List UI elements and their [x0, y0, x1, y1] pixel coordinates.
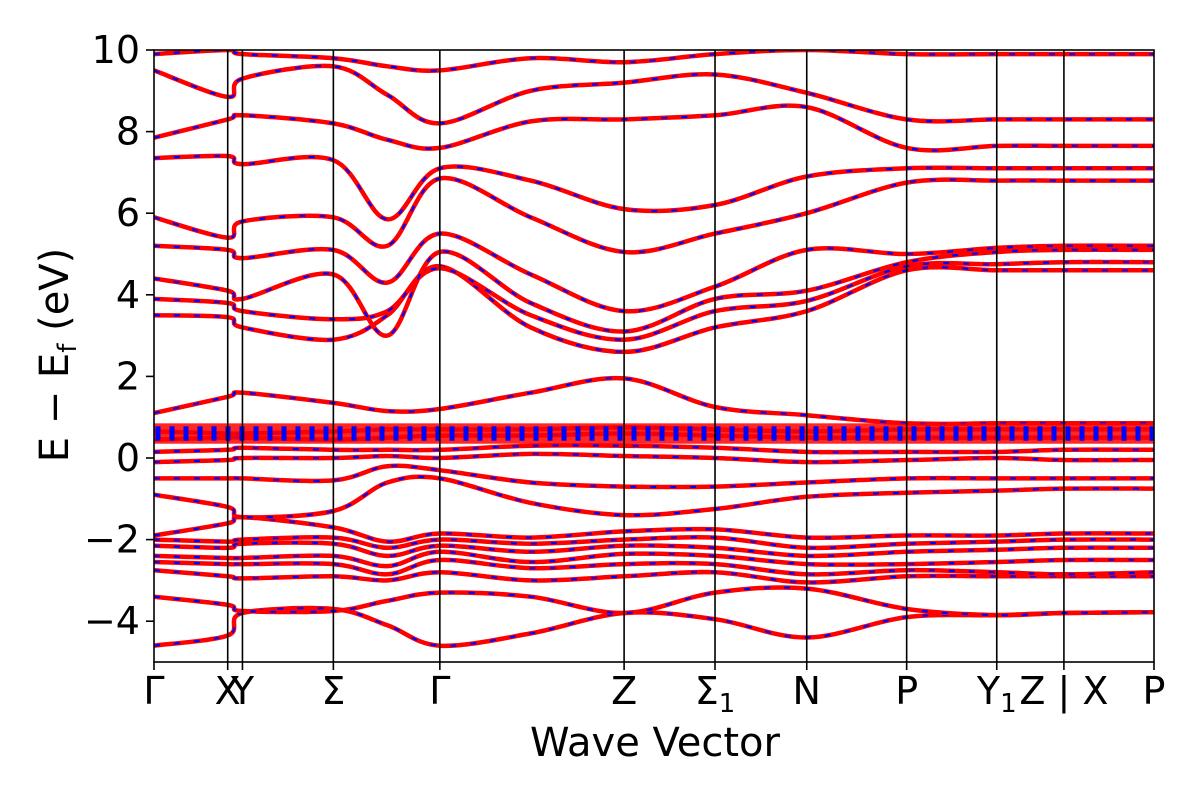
band-line-16-blue [154, 265, 1154, 354]
band-line-6-blue [154, 541, 1154, 558]
y-axis: −4 −2 0 2 4 6 8 10 [84, 28, 154, 643]
y-axis-label-main: E − E [32, 353, 78, 463]
band-line-17-red [154, 259, 1154, 342]
band-line-21-red [154, 153, 1154, 222]
x-tick-label: Y1 [976, 669, 1017, 719]
band-line-1-blue [154, 607, 1154, 647]
band-line-22-red [154, 103, 1154, 153]
x-tick-label: X [215, 669, 241, 713]
x-axis-label: Wave Vector [530, 720, 781, 766]
x-tick-label: Γ [143, 669, 164, 713]
x-tick-label: P [1143, 669, 1166, 713]
y-tick-label: −4 [84, 599, 140, 643]
band-line-15-red [154, 375, 1154, 427]
y-tick-label: 2 [116, 354, 140, 398]
band-line-2-blue [154, 586, 1154, 617]
x-tick-label: N [793, 669, 821, 713]
band-line-4-blue [154, 558, 1154, 576]
band-line-21-blue [154, 154, 1154, 221]
plot-frame [153, 49, 1155, 663]
band-line-17-blue [154, 260, 1154, 341]
band-line-15-blue [154, 377, 1154, 426]
band-line-7-red [154, 534, 1154, 551]
band-line-23-red [154, 63, 1154, 126]
band-line-8-blue [154, 516, 1154, 543]
bands-layer [154, 50, 1154, 649]
y-tick-label: −2 [84, 518, 140, 562]
x-tick-label: Z [611, 669, 637, 713]
x-tick-label: Y [230, 669, 255, 713]
band-line-19-blue [154, 232, 1154, 313]
band-line-24-blue [154, 50, 1154, 72]
x-tick-label: Σ [321, 669, 345, 713]
band-line-9-red [154, 474, 1154, 520]
x-tick-label: Σ1 [695, 669, 736, 719]
y-tick-label: 6 [116, 191, 140, 235]
band-line-12-red [154, 443, 1154, 455]
y-axis-label: E − Ef (eV) [32, 248, 83, 463]
band-line-18-red [154, 247, 1154, 338]
x-tick-label: P [895, 669, 918, 713]
band-line-5-blue [154, 550, 1154, 568]
y-axis-label-subscript: f [53, 343, 83, 353]
x-tick-label: Γ [429, 669, 450, 713]
band-line-10-red [154, 463, 1154, 490]
band-line-3-red [154, 567, 1154, 585]
y-tick-label: 4 [116, 273, 140, 317]
band-line-11-red [154, 451, 1154, 465]
y-axis-label-unit: (eV) [32, 248, 78, 344]
x-axis: Γ XY Σ Γ Z Σ1 N P Y1 Z | X P [143, 662, 1165, 719]
band-line-20-blue [154, 176, 1154, 254]
y-tick-label: 8 [116, 110, 140, 154]
dense-band-region [154, 423, 1154, 444]
band-line-23-blue [154, 64, 1154, 125]
y-tick-label: 0 [116, 436, 140, 480]
kpoint-lines [226, 50, 1065, 662]
x-tick-label: Z | X [1019, 669, 1108, 714]
y-tick-label: 10 [92, 28, 140, 72]
